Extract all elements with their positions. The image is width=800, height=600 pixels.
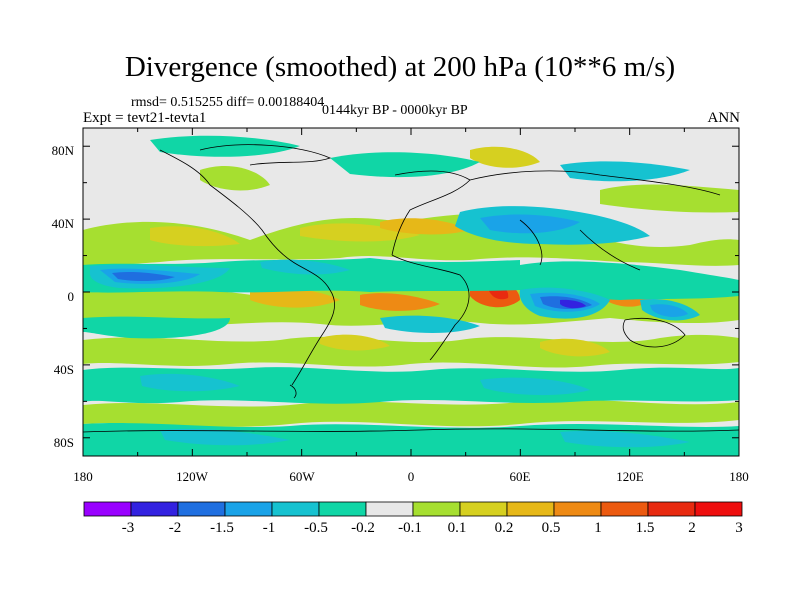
period-label: 0144kyr BP - 0000kyr BP (322, 103, 468, 118)
lat-label-40s: 40S (54, 362, 74, 377)
colorbar-label: -3 (122, 520, 135, 536)
colorbar-label: 2 (688, 520, 696, 536)
colorbar-swatch (83, 501, 132, 517)
colorbar-swatch (318, 501, 367, 517)
colorbar: -3 -2 -1.5 -1 -0.5 -0.2 -0.1 0.1 0.2 0.5… (83, 501, 743, 536)
map-ticks (82, 128, 740, 456)
colorbar-label: -0.1 (398, 520, 422, 536)
experiment-label: Expt = tevt21-tevta1 (83, 110, 207, 126)
coastlines (83, 144, 739, 433)
lat-label-40n: 40N (52, 216, 75, 231)
colorbar-swatch (600, 501, 649, 517)
colorbar-swatches (83, 501, 743, 517)
figure-title: Divergence (smoothed) at 200 hPa (10**6 … (124, 51, 676, 83)
colorbar-swatch (459, 501, 508, 517)
lat-label-80s: 80S (54, 435, 74, 450)
colorbar-label: -2 (169, 520, 182, 536)
lat-axis-labels: 80N 40N 0 40S 80S (52, 143, 75, 450)
colorbar-label: 3 (735, 520, 743, 536)
divergence-field (83, 135, 739, 456)
colorbar-swatch (177, 501, 226, 517)
colorbar-swatch (694, 501, 743, 517)
colorbar-label: 0.1 (448, 520, 467, 536)
lon-label-180e: 180 (729, 469, 749, 484)
colorbar-swatch (365, 501, 414, 517)
lon-label-120e: 120E (616, 469, 644, 484)
lat-label-0: 0 (68, 289, 75, 304)
lon-label-60e: 60E (510, 469, 531, 484)
colorbar-label: 1.5 (636, 520, 655, 536)
lon-label-60w: 60W (289, 469, 315, 484)
colorbar-labels: -3 -2 -1.5 -1 -0.5 -0.2 -0.1 0.1 0.2 0.5… (122, 520, 743, 536)
colorbar-swatch (553, 501, 602, 517)
lon-label-0: 0 (408, 469, 415, 484)
colorbar-label: 1 (594, 520, 602, 536)
lon-label-120w: 120W (176, 469, 209, 484)
colorbar-label: 0.2 (495, 520, 514, 536)
colorbar-label: -0.5 (304, 520, 328, 536)
lon-axis-labels: 180 120W 60W 0 60E 120E 180 (73, 469, 749, 484)
colorbar-swatch (647, 501, 696, 517)
colorbar-swatch (271, 501, 320, 517)
lon-label-180w: 180 (73, 469, 93, 484)
colorbar-swatch (506, 501, 555, 517)
colorbar-label: -0.2 (351, 520, 375, 536)
colorbar-swatch (130, 501, 179, 517)
season-label: ANN (707, 110, 741, 126)
colorbar-label: -1.5 (210, 520, 234, 536)
colorbar-swatch (412, 501, 461, 517)
colorbar-label: 0.5 (542, 520, 561, 536)
stats-line: rmsd= 0.515255 diff= 0.00188404 (131, 95, 325, 110)
lat-label-80n: 80N (52, 143, 75, 158)
colorbar-label: -1 (263, 520, 276, 536)
map-panel (82, 127, 740, 457)
colorbar-swatch (224, 501, 273, 517)
